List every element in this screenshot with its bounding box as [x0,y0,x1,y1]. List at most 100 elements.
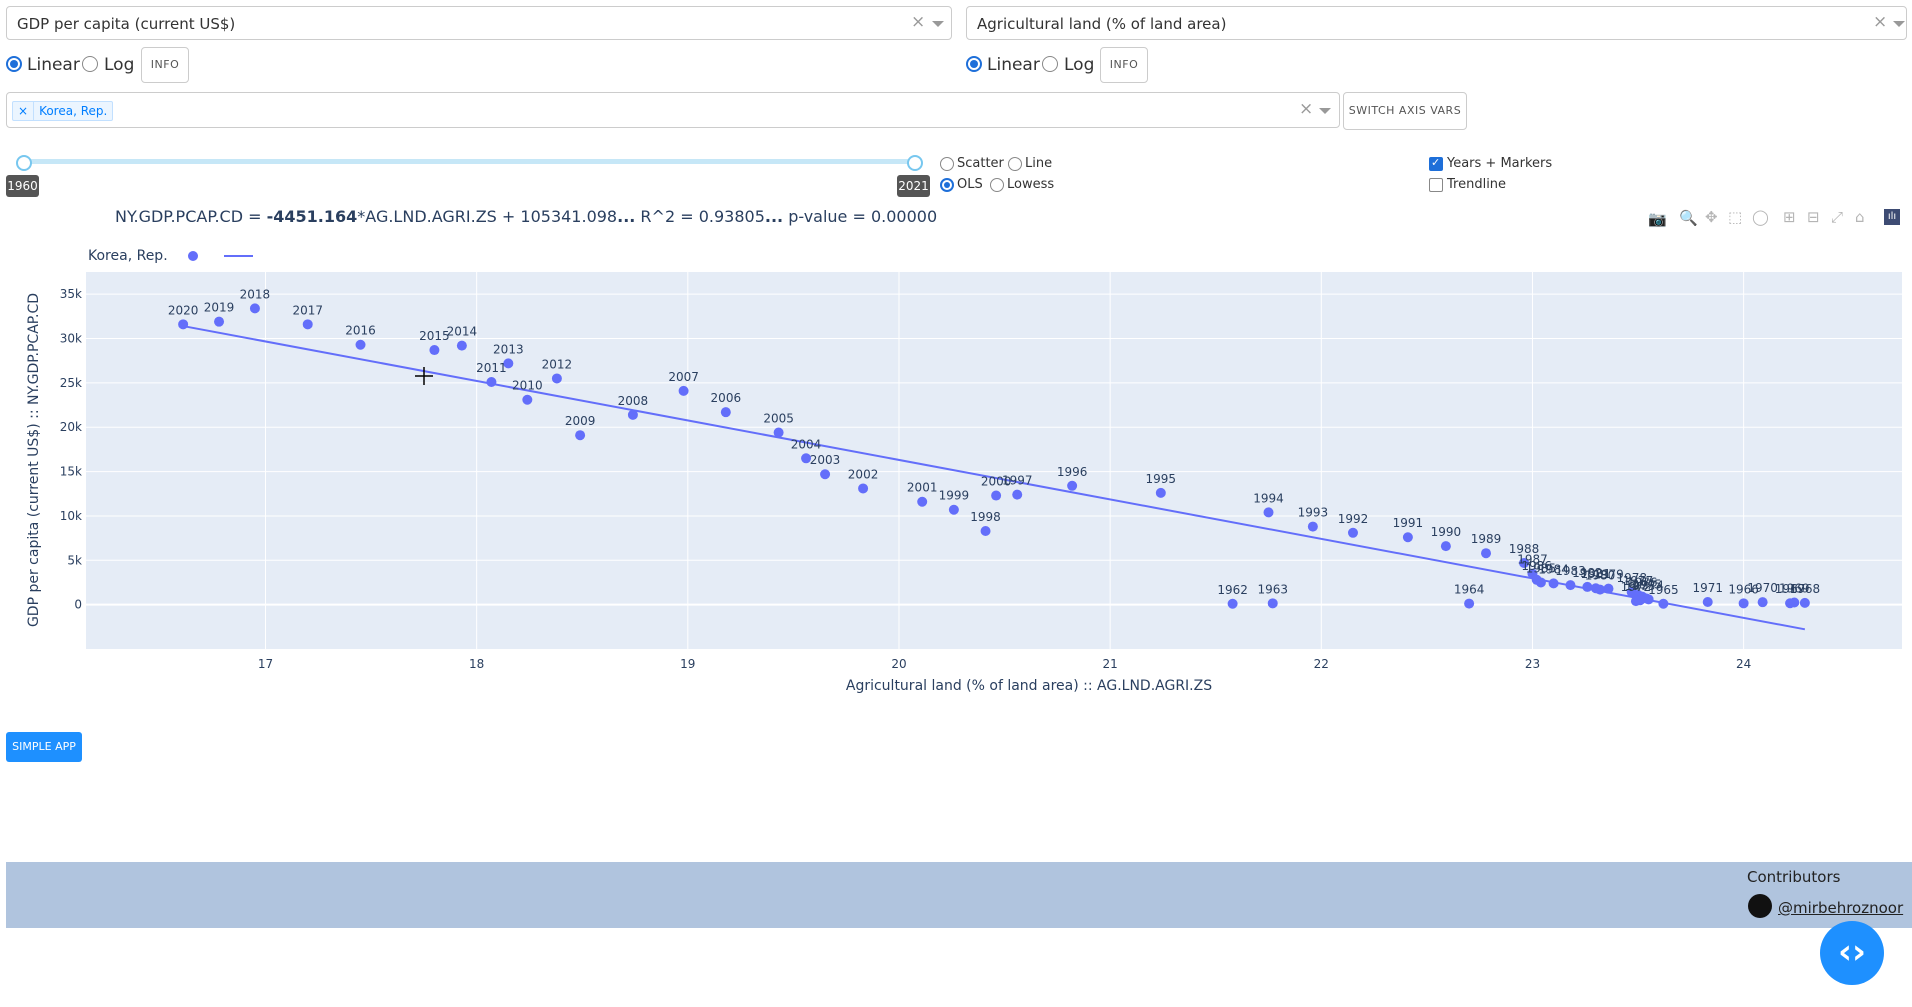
data-point[interactable] [1789,597,1800,608]
lasso-icon[interactable]: ◯ [1752,208,1769,226]
data-point[interactable] [429,345,440,356]
year-slider-track[interactable] [22,159,914,164]
data-point-year-label: 1969 [1779,582,1810,596]
data-point[interactable] [214,316,225,327]
data-point[interactable] [1267,598,1278,609]
simple-app-button[interactable]: SIMPLE APP [6,732,82,762]
year-slider-end-handle[interactable] [907,155,923,171]
data-point[interactable] [1535,577,1546,588]
year-slider-end-value: 2021 [897,175,930,197]
data-point[interactable] [1658,598,1669,609]
data-point[interactable] [1012,489,1023,500]
x-variable-dropdown[interactable]: GDP per capita (current US$) × [6,6,952,40]
data-point[interactable] [991,490,1002,501]
data-point[interactable] [575,430,586,441]
trendline-checkbox[interactable] [1429,178,1443,192]
scatter-radio[interactable] [940,157,954,171]
data-point[interactable] [678,385,689,396]
data-point[interactable] [302,319,313,330]
data-point[interactable] [1757,597,1768,608]
data-point[interactable] [456,340,467,351]
data-point[interactable] [1464,598,1475,609]
x-log-radio[interactable] [82,56,98,72]
y-variable-clear-icon[interactable]: × [1873,12,1888,32]
data-point[interactable] [917,496,928,507]
data-point[interactable] [1548,578,1559,589]
data-point[interactable] [1263,507,1274,518]
zoom-out-icon[interactable]: ⊟ [1807,208,1820,226]
data-point[interactable] [1440,541,1451,552]
data-point[interactable] [486,376,497,387]
data-point[interactable] [178,319,189,330]
data-point-year-label: 2014 [447,325,478,339]
zoom-icon[interactable]: 🔍 [1679,209,1698,227]
data-point-year-label: 1972 [1621,580,1652,594]
x-info-button[interactable]: INFO [141,47,189,83]
line-radio[interactable] [1008,157,1022,171]
data-point[interactable] [1702,596,1713,607]
data-point[interactable] [522,394,533,405]
data-point[interactable] [1582,581,1593,592]
x-linear-radio[interactable] [6,56,22,72]
reset-axes-icon[interactable]: ⌂ [1855,208,1865,226]
data-point[interactable] [980,526,991,537]
y-log-radio[interactable] [1042,56,1058,72]
data-point[interactable] [249,303,260,314]
ols-radio[interactable] [940,178,954,192]
data-point[interactable] [1402,532,1413,543]
data-point[interactable] [1630,596,1641,607]
country-clear-icon[interactable]: × [1299,99,1314,119]
data-point[interactable] [1307,521,1318,532]
data-point[interactable] [551,373,562,384]
data-point[interactable] [1481,548,1492,559]
year-slider-start-handle[interactable] [16,155,32,171]
country-multiselect[interactable]: × Korea, Rep. × [6,92,1340,128]
code-toggle-button[interactable]: ‹› [1820,921,1884,985]
lowess-radio[interactable] [990,178,1004,192]
scatter-chart[interactable]: Korea, Rep. 17 18 19 20 21 22 23 24 05k10k15k20… [0,0,1912,730]
autoscale-icon[interactable]: ⤢ [1831,208,1844,226]
data-point[interactable] [627,409,638,420]
switch-axis-vars-button[interactable]: SWITCH AXIS VARS [1343,92,1467,130]
chart-legend[interactable]: Korea, Rep. [88,248,253,264]
y-tick-label: 20k [60,420,82,434]
plotly-logo-icon[interactable]: ılı [1884,209,1900,225]
data-point[interactable] [1155,487,1166,498]
data-point[interactable] [355,339,366,350]
y-variable-chevron-down-icon[interactable] [1893,21,1905,27]
y-linear-radio[interactable] [966,56,982,72]
data-point[interactable] [1565,580,1576,591]
data-point[interactable] [503,358,514,369]
data-point[interactable] [820,469,831,480]
zoom-in-icon[interactable]: ⊞ [1783,208,1796,226]
data-point[interactable] [1347,527,1358,538]
box-select-icon[interactable]: ⬚ [1728,208,1743,226]
github-icon[interactable] [1748,894,1772,918]
data-point[interactable] [1227,598,1238,609]
equation-pvalue: p-value = 0.00000 [783,207,938,226]
y-tick-label: 30k [60,332,82,346]
data-point[interactable] [773,427,784,438]
years-markers-checkbox[interactable] [1429,156,1443,171]
pan-icon[interactable]: ✥ [1705,208,1718,226]
y-variable-dropdown[interactable]: Agricultural land (% of land area) × [966,6,1907,40]
data-point[interactable] [1067,480,1078,491]
tag-remove-icon[interactable]: × [13,102,35,120]
data-point[interactable] [1799,597,1810,608]
camera-icon[interactable]: 📷 [1648,210,1667,228]
x-variable-clear-icon[interactable]: × [911,12,926,32]
data-point[interactable] [948,504,959,515]
data-point[interactable] [1643,594,1654,605]
data-point-year-label: 1981 [1581,567,1612,581]
contributor-link[interactable]: @mirbehroznoor [1778,899,1904,917]
data-point[interactable] [801,453,812,464]
data-point[interactable] [858,483,869,494]
y-info-button[interactable]: INFO [1100,47,1148,83]
data-point[interactable] [1595,584,1606,595]
x-variable-chevron-down-icon[interactable] [932,21,944,27]
data-point[interactable] [720,407,731,418]
data-point[interactable] [1603,583,1614,594]
data-point[interactable] [1519,557,1530,568]
data-point[interactable] [1738,598,1749,609]
country-chevron-down-icon[interactable] [1319,108,1331,114]
